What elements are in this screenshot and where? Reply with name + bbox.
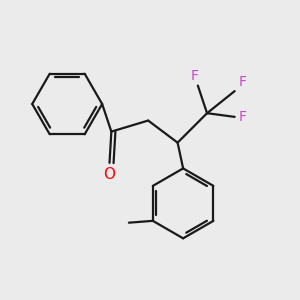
Text: F: F [239, 75, 247, 89]
Text: F: F [190, 69, 198, 82]
Text: F: F [239, 110, 247, 124]
Text: O: O [103, 167, 116, 182]
